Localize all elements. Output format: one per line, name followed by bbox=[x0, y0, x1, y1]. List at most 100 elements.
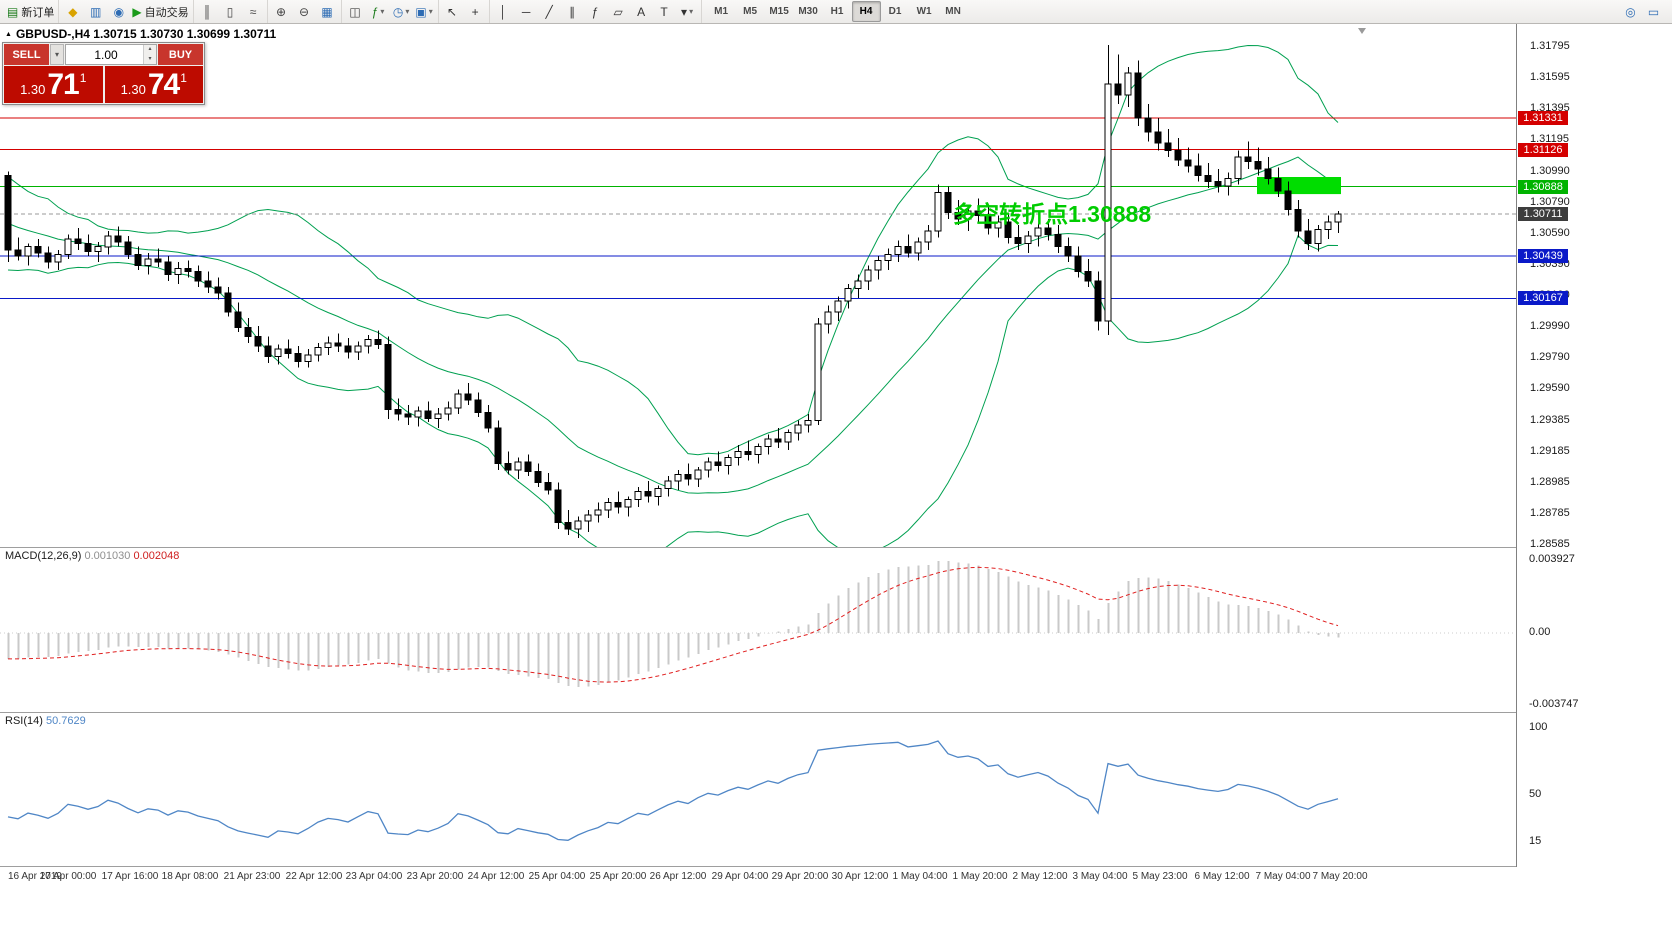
order-options-dropdown[interactable]: ▾ bbox=[50, 44, 64, 65]
price-axis-label: 1.29990 bbox=[1530, 319, 1570, 332]
timeframe-M30[interactable]: M30 bbox=[798, 6, 818, 17]
panel-splitter-macd[interactable] bbox=[0, 547, 1672, 548]
search-icon: ◎ bbox=[1625, 4, 1636, 19]
fibonacci-button[interactable]: ƒ bbox=[585, 1, 606, 23]
timeframe-H4[interactable]: H4 bbox=[851, 1, 881, 22]
sell-price-prefix: 1.30 bbox=[20, 81, 46, 97]
buy-button[interactable]: BUY bbox=[158, 44, 203, 65]
macd-histogram bbox=[7, 561, 1340, 687]
chart-line-button[interactable]: ≈ bbox=[243, 1, 264, 23]
templates-button[interactable]: ▣ ▾ bbox=[414, 1, 435, 23]
market-watch-button[interactable]: ◆ bbox=[62, 1, 83, 23]
buy-price-big: 74 bbox=[147, 67, 180, 101]
arrows-button[interactable]: ▾ ▾ bbox=[677, 1, 698, 23]
shapes-button[interactable]: ▱ bbox=[608, 1, 629, 23]
sell-price-display[interactable]: 1.30 71 1 bbox=[4, 66, 103, 103]
volume-increase-button[interactable]: ▴ bbox=[144, 45, 156, 55]
time-axis-label: 21 Apr 23:00 bbox=[223, 871, 281, 882]
panel-splitter-rsi[interactable] bbox=[0, 712, 1672, 713]
data-window-button[interactable]: ▥ bbox=[85, 1, 106, 23]
auto-arrange-button[interactable]: ▦ bbox=[317, 1, 338, 23]
tile-windows-button[interactable]: ◫ bbox=[345, 1, 366, 23]
macd-axis: 0.003927 0.00 -0.003747 bbox=[1516, 548, 1666, 712]
chevron-down-icon[interactable]: ▾ bbox=[380, 7, 385, 16]
chevron-down-icon[interactable]: ▾ bbox=[428, 7, 433, 16]
text-label-icon: T bbox=[660, 4, 668, 19]
crosshair-button[interactable]: + bbox=[465, 1, 486, 23]
sell-price-pip: 1 bbox=[79, 71, 87, 85]
time-axis-label: 24 Apr 12:00 bbox=[467, 871, 525, 882]
sell-button[interactable]: SELL bbox=[4, 44, 49, 65]
macd-panel-canvas[interactable] bbox=[0, 548, 1516, 712]
macd-signal-line bbox=[8, 566, 1339, 683]
rsi-axis-100: 100 bbox=[1529, 721, 1548, 733]
new-order-label: 新订单 bbox=[21, 6, 55, 19]
price-axis-label: 1.28785 bbox=[1530, 506, 1570, 519]
highlight-rectangle[interactable] bbox=[1257, 177, 1341, 195]
rsi-panel-canvas[interactable] bbox=[0, 713, 1516, 866]
chart-annotation-text[interactable]: 多空转折点1.30888 bbox=[953, 201, 1152, 227]
toolbar-right-icons: ◎ ▭ bbox=[1619, 1, 1665, 23]
rsi-label: RSI(14) 50.7629 bbox=[5, 715, 86, 727]
time-axis-label: 6 May 12:00 bbox=[1194, 871, 1250, 882]
cursor-button[interactable]: ↖ bbox=[442, 1, 463, 23]
periods-button[interactable]: ◷ ▾ bbox=[391, 1, 412, 23]
strategy-navigator-button[interactable]: ◉ bbox=[108, 1, 129, 23]
timeframe-D1[interactable]: D1 bbox=[888, 6, 902, 17]
price-tag-1.30711: 1.30711 bbox=[1518, 207, 1568, 221]
chart-bars-button[interactable]: ║ bbox=[197, 1, 218, 23]
autotrading-button[interactable]: ▶ 自动交易 bbox=[131, 1, 189, 23]
vertical-line-button[interactable]: │ bbox=[493, 1, 514, 23]
volume-decrease-button[interactable]: ▾ bbox=[144, 54, 156, 64]
help-icon: ▭ bbox=[1647, 4, 1660, 19]
bollinger-middle-band bbox=[7, 156, 1339, 494]
vertical-line-icon: │ bbox=[499, 4, 507, 19]
help-button[interactable]: ▭ bbox=[1643, 1, 1664, 23]
text-label-button[interactable]: T bbox=[654, 1, 675, 23]
chevron-down-icon[interactable]: ▾ bbox=[405, 7, 410, 16]
price-tag-1.30439: 1.30439 bbox=[1518, 249, 1568, 264]
trendline-icon: ╱ bbox=[545, 4, 553, 19]
search-button[interactable]: ◎ bbox=[1620, 1, 1641, 23]
strategy-navigator-icon: ◉ bbox=[113, 4, 125, 19]
crosshair-icon: + bbox=[471, 4, 479, 19]
price-axis[interactable]: 1.31795 1.31595 1.31395 1.31195 1.30990 1.307… bbox=[1516, 24, 1672, 867]
text-button[interactable]: A bbox=[631, 1, 652, 23]
trendline-button[interactable]: ╱ bbox=[539, 1, 560, 23]
time-axis-label: 1 May 20:00 bbox=[952, 871, 1008, 882]
horizontal-line-button[interactable]: ─ bbox=[516, 1, 537, 23]
zoom-out-icon: ⊖ bbox=[299, 4, 310, 19]
time-axis-label: 7 May 04:00 bbox=[1255, 871, 1311, 882]
price-axis-label: 1.30990 bbox=[1530, 164, 1570, 177]
sell-price-big: 71 bbox=[47, 67, 79, 101]
toolbar-groups: ▤ 新订单 ◆ ▥ ◉ ▶ 自动交易 ║ ▯ ≈ ⊕ ⊖ ▦ ◫ ƒ ▾ ◷ ▾ ▣ ▾ ↖ + │ ─ ╱ ∥ ƒ ▱ A T ▾ ▾ bbox=[3, 0, 702, 23]
chevron-down-icon: ▾ bbox=[54, 50, 59, 59]
timeframe-MN[interactable]: MN bbox=[945, 6, 961, 17]
time-axis-label: 22 Apr 12:00 bbox=[285, 871, 343, 882]
new-order-button[interactable]: ▤ 新订单 bbox=[6, 1, 55, 23]
price-chart-canvas[interactable] bbox=[0, 24, 1516, 547]
symbol-marker-icon: ▲ bbox=[5, 30, 12, 38]
chevron-down-icon[interactable]: ▾ bbox=[689, 7, 694, 16]
indicators-button[interactable]: ƒ ▾ bbox=[368, 1, 389, 23]
timeframe-W1[interactable]: W1 bbox=[916, 6, 932, 17]
chart-candles-button[interactable]: ▯ bbox=[220, 1, 241, 23]
time-axis[interactable]: 16 Apr 2019 17 Apr 00:00 17 Apr 16:00 18 Ap… bbox=[0, 868, 1516, 890]
price-axis-label: 1.31795 bbox=[1530, 39, 1570, 52]
buy-price-prefix: 1.30 bbox=[120, 81, 146, 97]
toolbar-group: ║ ▯ ≈ bbox=[194, 0, 268, 23]
timeframe-M5[interactable]: M5 bbox=[743, 6, 758, 17]
zoom-in-icon: ⊕ bbox=[276, 4, 287, 19]
buy-price-display[interactable]: 1.30 74 1 bbox=[104, 66, 203, 103]
timeframe-H1[interactable]: H1 bbox=[830, 6, 844, 17]
volume-input[interactable] bbox=[66, 45, 156, 64]
zoom-in-button[interactable]: ⊕ bbox=[271, 1, 292, 23]
timeframe-M1[interactable]: M1 bbox=[714, 6, 729, 17]
equidistant-channel-button[interactable]: ∥ bbox=[562, 1, 583, 23]
zoom-out-button[interactable]: ⊖ bbox=[294, 1, 315, 23]
toolbar-group: ⊕ ⊖ ▦ bbox=[268, 0, 342, 23]
timeframe-M15[interactable]: M15 bbox=[769, 6, 789, 17]
chart-title-text: GBPUSD-,H4 1.30715 1.30730 1.30699 1.307… bbox=[15, 27, 277, 41]
fibonacci-icon: ƒ bbox=[591, 4, 599, 19]
